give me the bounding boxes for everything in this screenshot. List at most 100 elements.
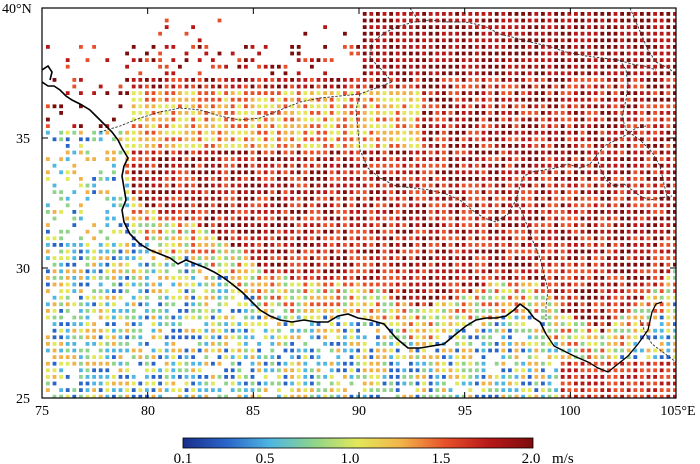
- grid-cell: [481, 388, 486, 392]
- grid-cell: [395, 394, 400, 398]
- grid-cell: [237, 84, 242, 89]
- grid-cell: [356, 335, 360, 340]
- grid-cell: [455, 315, 459, 320]
- grid-cell: [409, 91, 413, 95]
- grid-cell: [620, 223, 624, 227]
- grid-cell: [673, 276, 676, 280]
- grid-cell: [296, 51, 301, 56]
- grid-cell: [230, 328, 235, 333]
- grid-cell: [191, 355, 195, 359]
- grid-cell: [329, 322, 334, 326]
- grid-cell: [336, 130, 341, 135]
- grid-cell: [640, 196, 644, 201]
- grid-cell: [369, 322, 374, 326]
- grid-cell: [514, 282, 519, 287]
- grid-cell: [85, 282, 90, 287]
- grid-cell: [263, 150, 268, 155]
- grid-cell: [514, 243, 519, 247]
- grid-cell: [534, 394, 539, 398]
- grid-cell: [171, 276, 176, 280]
- grid-cell: [197, 150, 202, 155]
- grid-cell: [244, 203, 248, 208]
- grid-cell: [409, 282, 413, 287]
- grid-cell: [422, 124, 426, 128]
- grid-cell: [468, 25, 473, 29]
- grid-cell: [455, 375, 459, 379]
- grid-cell: [197, 295, 202, 300]
- grid-cell: [369, 157, 374, 161]
- grid-cell: [257, 302, 261, 307]
- grid-cell: [283, 229, 288, 234]
- grid-cell: [547, 170, 552, 175]
- grid-cell: [171, 243, 176, 247]
- grid-cell: [455, 276, 459, 280]
- grid-cell: [673, 328, 676, 333]
- grid-cell: [145, 97, 149, 102]
- grid-cell: [494, 322, 499, 326]
- grid-cell: [151, 196, 156, 201]
- grid-cell: [409, 183, 413, 188]
- grid-cell: [422, 111, 426, 115]
- grid-cell: [125, 256, 129, 260]
- grid-cell: [593, 368, 598, 373]
- grid-cell: [125, 223, 129, 227]
- grid-cell: [659, 183, 664, 188]
- grid-cell: [171, 117, 176, 122]
- grid-cell: [59, 282, 63, 287]
- grid-cell: [197, 236, 202, 241]
- grid-cell: [178, 190, 182, 194]
- grid-cell: [626, 375, 631, 379]
- grid-cell: [395, 315, 400, 320]
- grid-cell: [626, 144, 631, 148]
- grid-cell: [514, 256, 519, 260]
- grid-cell: [323, 342, 327, 346]
- grid-cell: [620, 355, 624, 359]
- grid-cell: [217, 295, 222, 300]
- grid-cell: [118, 196, 123, 201]
- grid-cell: [574, 203, 578, 208]
- grid-cell: [435, 190, 440, 194]
- grid-cell: [376, 381, 380, 386]
- grid-cell: [356, 282, 360, 287]
- grid-cell: [646, 322, 651, 326]
- grid-cell: [422, 144, 426, 148]
- grid-cell: [593, 170, 598, 175]
- grid-cell: [395, 91, 400, 95]
- grid-cell: [151, 309, 156, 313]
- grid-cell: [145, 203, 149, 208]
- grid-cell: [488, 31, 492, 36]
- grid-cell: [409, 38, 413, 43]
- grid-cell: [237, 262, 242, 267]
- grid-cell: [673, 342, 676, 346]
- grid-cell: [448, 163, 453, 168]
- grid-cell: [508, 58, 512, 62]
- grid-cell: [131, 223, 136, 227]
- grid-cell: [607, 150, 611, 155]
- grid-cell: [587, 322, 591, 326]
- grid-cell: [435, 38, 440, 43]
- grid-cell: [508, 335, 512, 340]
- grid-cell: [98, 335, 103, 340]
- grid-cell: [494, 170, 499, 175]
- grid-cell: [171, 45, 176, 49]
- grid-cell: [98, 262, 103, 267]
- grid-cell: [560, 12, 565, 16]
- grid-cell: [646, 170, 651, 175]
- grid-cell: [673, 223, 676, 227]
- grid-cell: [428, 328, 433, 333]
- grid-cell: [237, 243, 242, 247]
- grid-cell: [250, 335, 255, 340]
- grid-cell: [164, 216, 169, 221]
- grid-cell: [607, 183, 611, 188]
- grid-cell: [508, 196, 512, 201]
- grid-cell: [422, 130, 426, 135]
- grid-cell: [580, 64, 585, 69]
- grid-cell: [98, 361, 103, 366]
- grid-cell: [580, 130, 585, 135]
- grid-cell: [587, 124, 591, 128]
- grid-cell: [448, 130, 453, 135]
- grid-cell: [277, 335, 281, 340]
- grid-cell: [607, 18, 611, 23]
- grid-cell: [448, 97, 453, 102]
- grid-cell: [468, 71, 473, 76]
